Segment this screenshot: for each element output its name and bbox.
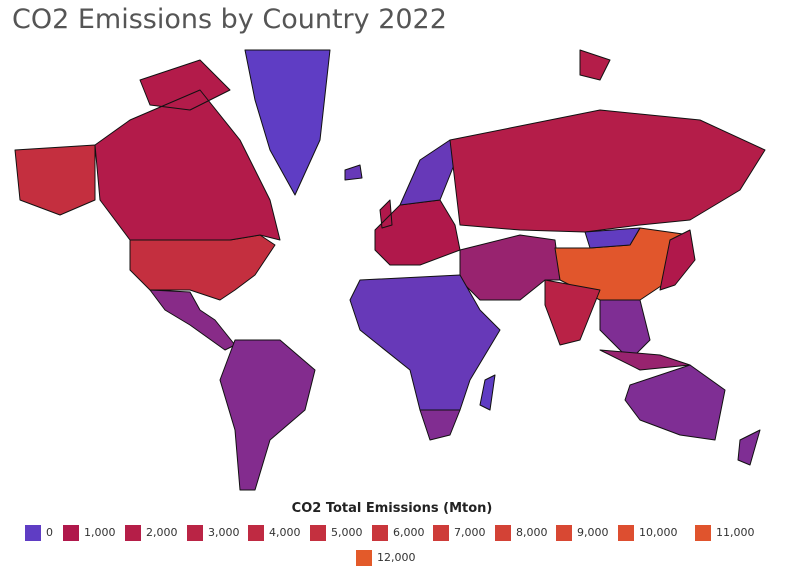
legend-label: 7,000 xyxy=(454,526,486,539)
country xyxy=(659,229,696,291)
legend-label: 10,000 xyxy=(639,526,678,539)
legend-swatch xyxy=(372,525,388,541)
legend-swatch xyxy=(618,525,634,541)
country xyxy=(479,374,496,411)
country xyxy=(624,364,761,466)
legend-label: 0 xyxy=(46,526,53,539)
legend-swatch xyxy=(356,550,372,566)
country xyxy=(219,339,316,491)
legend-swatch xyxy=(433,525,449,541)
legend-swatch xyxy=(63,525,79,541)
legend-label: 4,000 xyxy=(269,526,301,539)
legend-swatch xyxy=(556,525,572,541)
legend-swatch xyxy=(187,525,203,541)
country xyxy=(599,349,691,371)
map xyxy=(14,49,766,491)
legend-label: 5,000 xyxy=(331,526,363,539)
legend-label: 9,000 xyxy=(577,526,609,539)
country xyxy=(374,199,461,266)
legend-label: 6,000 xyxy=(393,526,425,539)
legend-label: 3,000 xyxy=(208,526,240,539)
legend-label: 1,000 xyxy=(84,526,116,539)
chart-title: CO2 Emissions by Country 2022 xyxy=(12,4,447,35)
country xyxy=(419,409,461,441)
legend-swatch xyxy=(495,525,511,541)
country xyxy=(544,279,601,346)
legend-title: CO2 Total Emissions (Mton) xyxy=(292,501,493,516)
legend-label: 11,000 xyxy=(716,526,755,539)
country xyxy=(344,139,461,206)
legend-label: 12,000 xyxy=(377,551,416,564)
country xyxy=(584,227,641,249)
legend-swatch xyxy=(25,525,41,541)
legend-label: 2,000 xyxy=(146,526,178,539)
country xyxy=(244,49,331,196)
country xyxy=(449,49,766,233)
legend-swatch xyxy=(695,525,711,541)
legend-swatch xyxy=(310,525,326,541)
country xyxy=(94,59,281,241)
legend-label: 8,000 xyxy=(516,526,548,539)
legend-swatch xyxy=(125,525,141,541)
country xyxy=(599,299,651,361)
legend-swatch xyxy=(248,525,264,541)
legend: 0 1,000 2,000 3,000 4,000 5,000 6,000 7,000 8,00… xyxy=(25,525,755,566)
